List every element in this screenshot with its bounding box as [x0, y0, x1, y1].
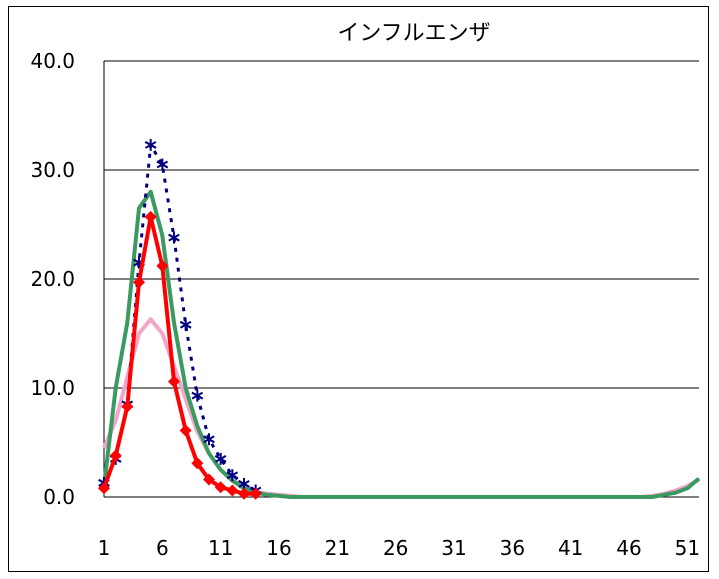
- series-1: [102, 189, 701, 499]
- data-point-asterisk: [179, 318, 192, 331]
- series-line: [102, 143, 257, 492]
- data-point-asterisk: [203, 433, 215, 446]
- data-point-diamond: [238, 487, 250, 500]
- data-point-diamond: [203, 473, 215, 486]
- data-point-diamond: [156, 259, 169, 272]
- data-point-diamond: [109, 449, 122, 462]
- data-point-diamond: [98, 482, 110, 495]
- data-point-diamond: [133, 276, 145, 289]
- x-tick-label: 51: [675, 536, 700, 560]
- y-tick-label: 40.0: [30, 49, 75, 73]
- x-tick-label: 36: [500, 536, 525, 560]
- x-tick-label: 1: [98, 536, 111, 560]
- data-point-diamond: [214, 481, 227, 494]
- data-point-diamond: [191, 457, 204, 470]
- y-tick-label: 10.0: [30, 376, 75, 400]
- grid-lines: [104, 60, 699, 389]
- data-point-diamond: [249, 487, 262, 500]
- x-tick-label: 21: [325, 536, 350, 560]
- data-point-diamond: [121, 400, 134, 413]
- data-point-diamond: [226, 484, 239, 497]
- chart-title: インフルエンザ: [337, 21, 490, 46]
- data-point-asterisk: [156, 158, 169, 171]
- series-line: [102, 189, 701, 499]
- series-2: [98, 138, 262, 497]
- data-point-asterisk: [226, 469, 239, 482]
- series-layer: [98, 138, 701, 500]
- data-point-asterisk: [214, 452, 227, 465]
- y-tick-label: 30.0: [30, 158, 75, 182]
- x-tick-label: 46: [616, 536, 641, 560]
- data-point-diamond: [179, 424, 192, 437]
- x-tick-label: 11: [208, 536, 233, 560]
- series-3: [98, 210, 262, 500]
- y-tick-label: 20.0: [30, 267, 75, 291]
- data-point-asterisk: [168, 231, 180, 244]
- data-point-diamond: [168, 375, 180, 388]
- data-point-diamond: [144, 210, 157, 223]
- x-tick-label: 16: [266, 536, 291, 560]
- chart-frame: インフルエンザ 0.0 10.0 20.0 30.0 40.0 1 6 11 16 21 26 31 3…: [8, 6, 709, 572]
- x-tick-label: 31: [441, 536, 466, 560]
- x-tick-label: 6: [156, 536, 169, 560]
- y-tick-label: 0.0: [43, 485, 75, 509]
- data-point-asterisk: [144, 138, 157, 151]
- x-tick-label: 41: [558, 536, 583, 560]
- x-tick-label: 26: [383, 536, 408, 560]
- data-point-asterisk: [191, 389, 204, 402]
- line-chart: インフルエンザ 0.010.020.030.040.01 6 11 16 21 26 31 3…: [30, 21, 701, 560]
- tick-labels: 0.010.020.030.040.01 6 11 16 21 26 31 36 41 46 51: [30, 49, 700, 560]
